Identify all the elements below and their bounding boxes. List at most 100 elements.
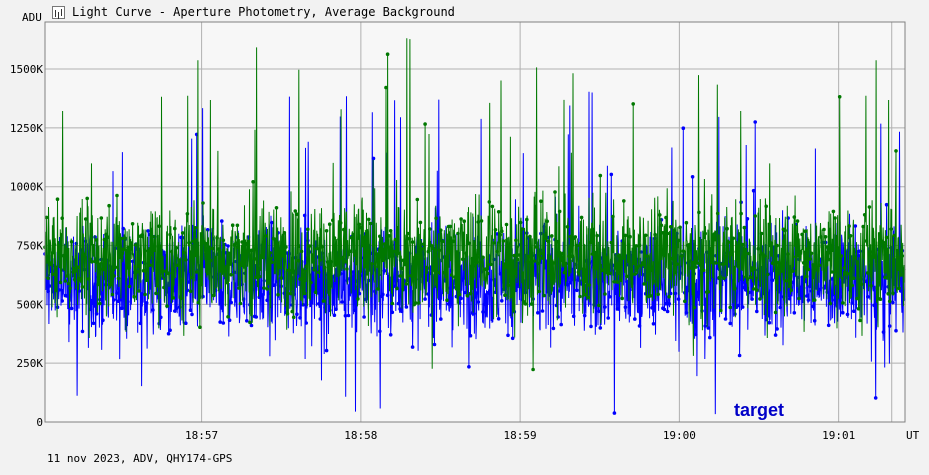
data-point — [421, 242, 426, 246]
data-point — [312, 268, 316, 272]
data-point — [769, 241, 773, 245]
x-axis-unit-label: UT — [906, 429, 920, 442]
data-point — [775, 243, 779, 248]
data-point — [194, 270, 199, 274]
data-point — [875, 286, 879, 291]
data-point — [501, 239, 506, 243]
data-point — [72, 277, 77, 282]
data-point — [426, 249, 431, 254]
data-point — [148, 263, 152, 268]
data-point — [811, 263, 815, 267]
data-point — [597, 309, 601, 314]
data-point — [773, 333, 778, 337]
data-point — [723, 261, 728, 266]
data-point — [224, 280, 229, 285]
x-tick-label: 19:00 — [663, 429, 696, 442]
data-point — [740, 242, 745, 247]
data-point — [163, 269, 168, 274]
data-point — [188, 308, 193, 313]
data-point — [700, 265, 704, 270]
data-point — [604, 255, 609, 260]
data-point — [423, 297, 427, 301]
data-point — [496, 317, 501, 321]
data-point — [93, 259, 97, 264]
data-point — [47, 284, 52, 288]
data-point — [532, 259, 537, 263]
data-point — [606, 316, 610, 320]
data-point — [140, 233, 144, 237]
data-point — [254, 275, 258, 280]
data-point — [539, 199, 543, 203]
data-point — [826, 257, 831, 262]
data-point — [866, 271, 870, 275]
data-point — [694, 265, 698, 269]
data-point — [509, 294, 513, 299]
data-point — [98, 301, 102, 306]
data-point — [184, 258, 188, 262]
data-point — [662, 253, 667, 258]
data-point — [839, 254, 844, 258]
data-point — [351, 232, 356, 237]
data-point — [162, 250, 166, 254]
data-point — [545, 219, 549, 224]
data-point — [817, 263, 822, 268]
data-point — [238, 301, 243, 306]
data-point — [783, 228, 787, 233]
data-point — [54, 288, 58, 293]
data-point — [108, 282, 113, 287]
data-point — [101, 318, 105, 323]
data-point — [559, 258, 563, 263]
data-point — [626, 243, 631, 247]
data-point — [414, 301, 418, 305]
data-point — [667, 294, 671, 299]
data-point — [542, 293, 546, 298]
data-point — [656, 292, 660, 297]
data-point — [586, 295, 590, 300]
data-point — [376, 287, 381, 291]
data-point — [212, 293, 216, 298]
data-point — [476, 300, 481, 304]
data-point — [495, 249, 499, 254]
data-point — [281, 254, 285, 258]
data-point — [648, 294, 653, 298]
data-point — [576, 270, 581, 274]
data-point — [246, 239, 251, 244]
chart-title: Light Curve - Aperture Photometry, Avera… — [72, 5, 455, 19]
data-point — [52, 242, 57, 247]
data-point — [841, 301, 845, 305]
data-point — [91, 244, 96, 248]
data-point — [683, 299, 687, 304]
data-point — [381, 292, 385, 297]
data-point — [891, 300, 895, 305]
data-point — [767, 320, 772, 325]
data-point — [687, 242, 692, 247]
data-point — [748, 275, 753, 280]
data-point — [418, 220, 423, 225]
data-point — [806, 298, 811, 302]
data-point — [390, 301, 395, 306]
data-point — [435, 270, 440, 275]
data-point — [737, 353, 742, 358]
x-tick-label: 18:59 — [504, 429, 537, 442]
data-point — [575, 243, 579, 248]
data-point — [525, 217, 529, 222]
data-point — [220, 219, 224, 223]
data-point — [775, 327, 779, 331]
data-point — [540, 309, 545, 313]
data-point — [872, 303, 876, 308]
data-point — [407, 236, 412, 241]
data-point — [772, 262, 776, 266]
data-point — [518, 220, 523, 225]
data-point — [317, 302, 321, 306]
data-point — [357, 222, 362, 227]
data-point — [90, 298, 94, 303]
data-point — [740, 305, 745, 309]
data-point — [248, 320, 252, 325]
data-point — [820, 245, 825, 249]
data-point — [758, 297, 762, 301]
data-point — [155, 283, 160, 288]
data-point — [556, 239, 560, 244]
data-point — [337, 237, 341, 241]
data-point — [551, 326, 556, 331]
data-point — [745, 277, 750, 281]
